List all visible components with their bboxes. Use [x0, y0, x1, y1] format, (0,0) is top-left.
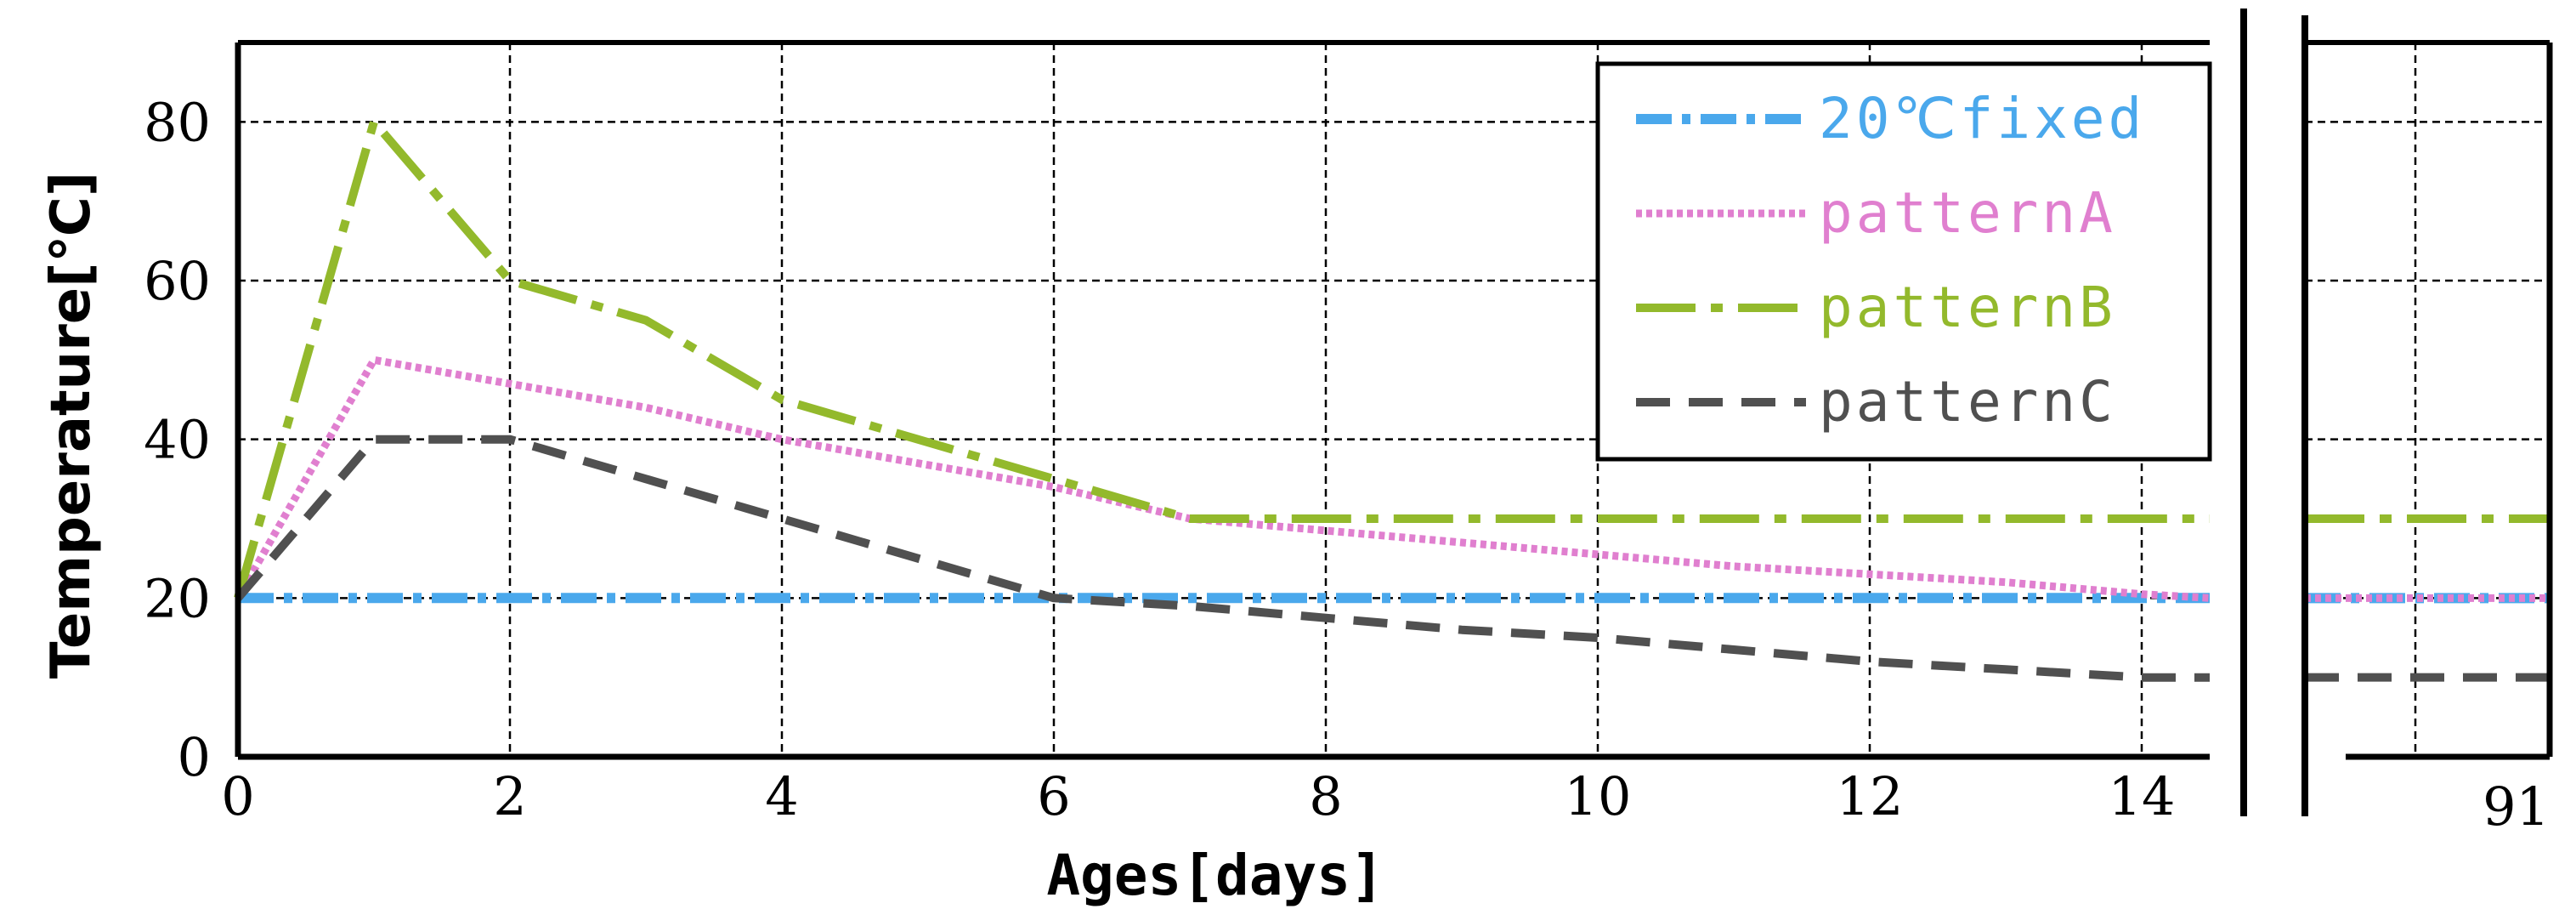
- series-line-4: [235, 435, 2210, 682]
- series-line-3: [234, 117, 2210, 599]
- y-tick-label: 20: [144, 567, 211, 629]
- legend-box: [1595, 61, 2212, 462]
- x-tick-label: 0: [221, 765, 254, 827]
- y-tick-label: 80: [144, 91, 211, 153]
- y-axis-title: Temperature[℃]: [40, 172, 103, 679]
- x-tick-label: 10: [1565, 765, 1632, 827]
- y-tick-label: 40: [144, 409, 211, 471]
- y-tick-label: 60: [144, 250, 211, 312]
- x-tick-label: 6: [1037, 765, 1070, 827]
- x-tick-label: 4: [765, 765, 798, 827]
- legend-label-4: patternC: [1819, 369, 2116, 435]
- x-axis-title: Ages[days]: [1046, 843, 1384, 908]
- x-tick-label: 8: [1309, 765, 1342, 827]
- x-tick-label: 14: [2109, 765, 2176, 827]
- x-tick-label: 12: [1837, 765, 1904, 827]
- x-tick-label: 2: [493, 765, 526, 827]
- legend-label-3: patternB: [1819, 275, 2116, 340]
- legend-label-2: patternA: [1819, 180, 2116, 246]
- y-tick-label: 0: [178, 726, 211, 788]
- x-tick-label-day-91: 91: [2483, 775, 2550, 838]
- legend-label-1: 20℃fixed: [1819, 86, 2145, 151]
- series-line-2: [235, 355, 2211, 602]
